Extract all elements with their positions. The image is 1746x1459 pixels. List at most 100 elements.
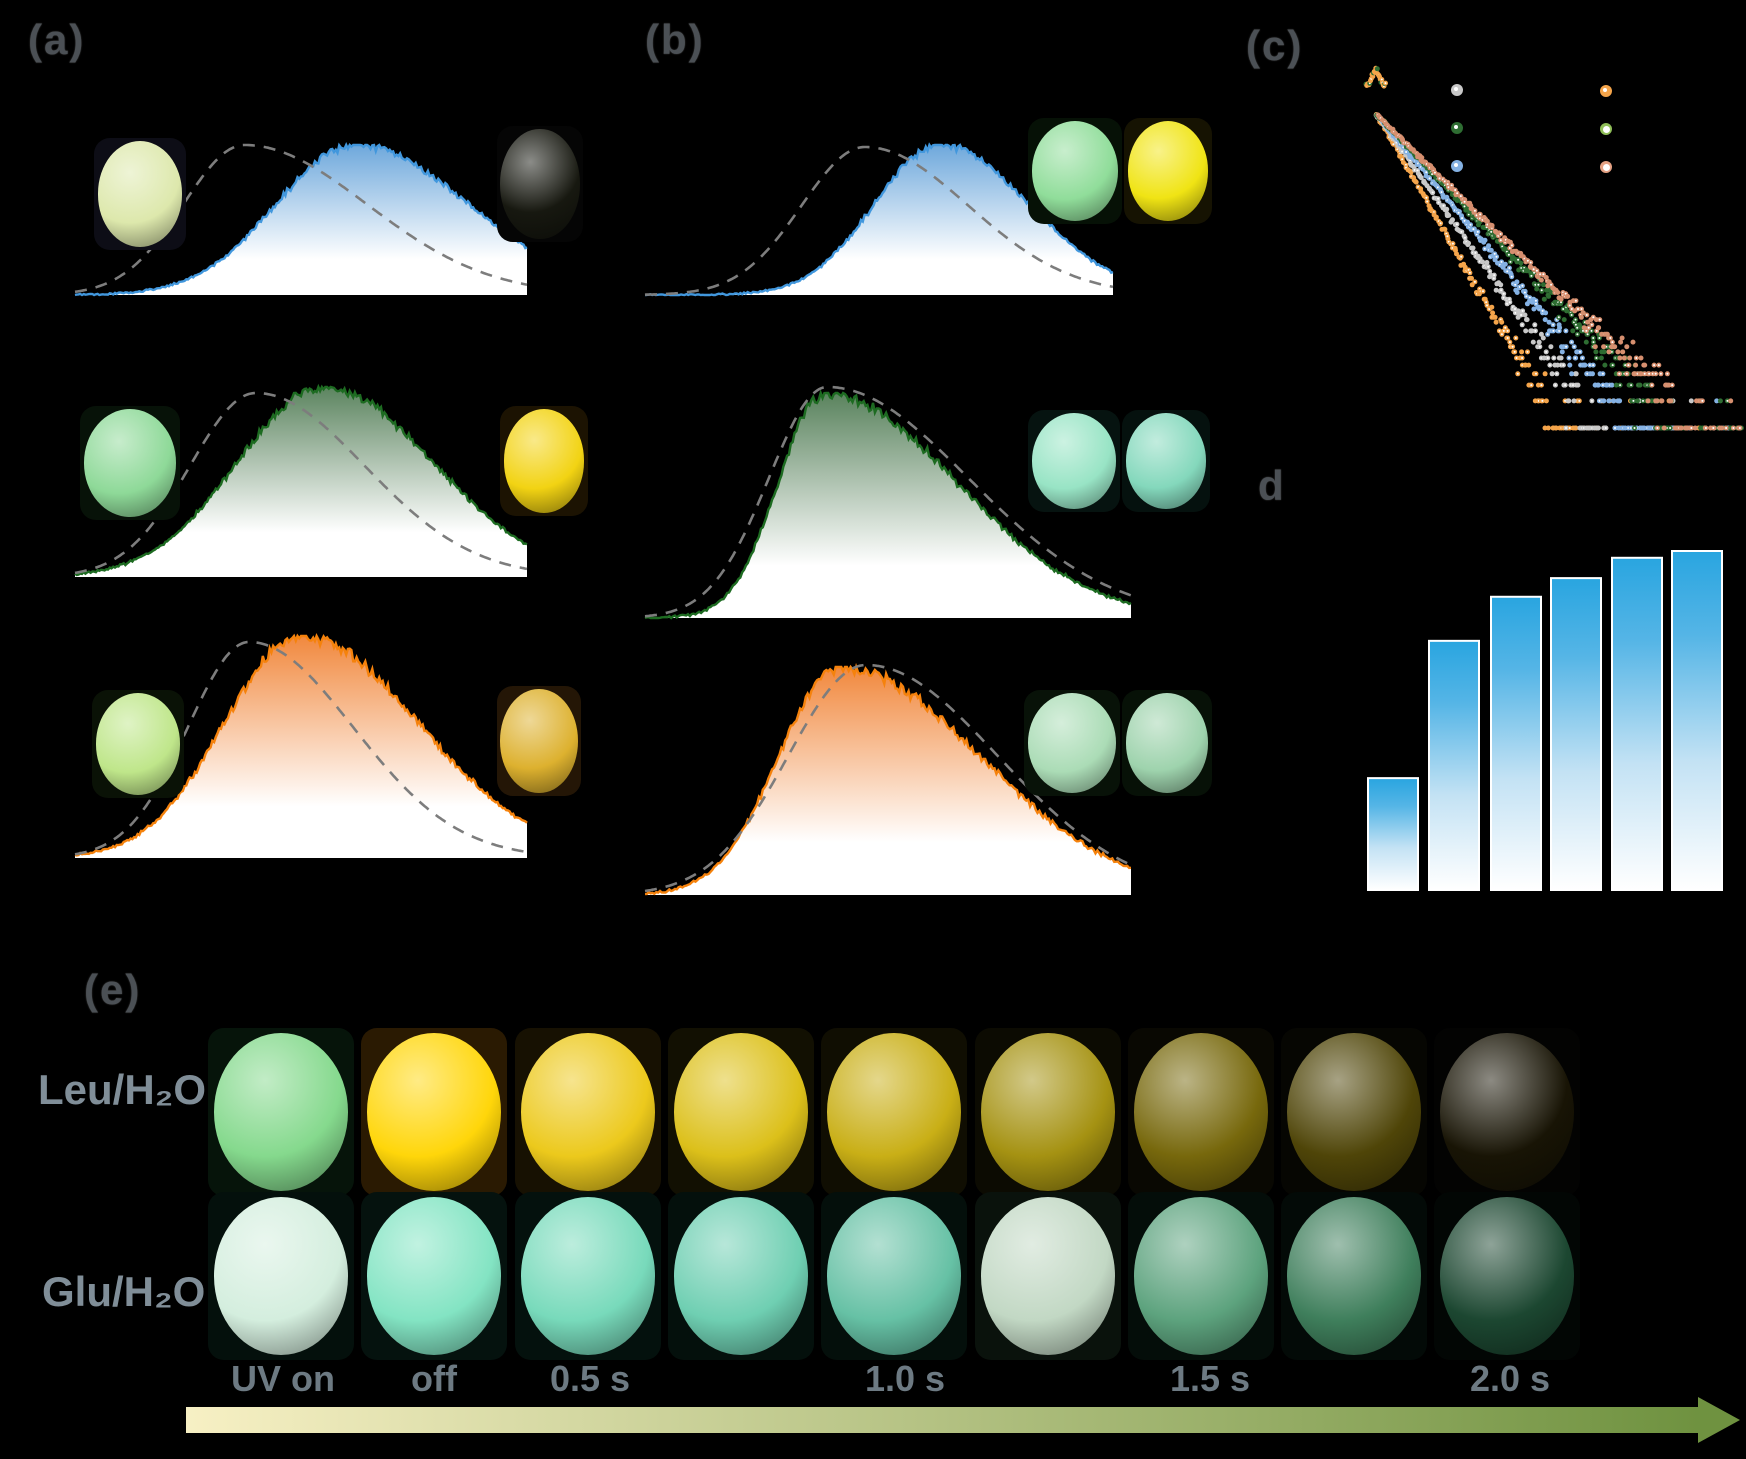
photo-b1-yellow-ball: [1127, 121, 1209, 221]
photo-e-row2-8: [1281, 1192, 1427, 1360]
photo-b3-1: [1024, 690, 1120, 796]
photo-e-row1-1: [208, 1028, 354, 1196]
panel-label-a: (a): [28, 16, 86, 63]
spectrum-fill-a3: [75, 636, 527, 858]
panel-label-c: (c): [1246, 22, 1304, 69]
spectrum-dashed-b1: [644, 145, 1114, 296]
time-arrow-body: [186, 1407, 1698, 1433]
photo-a2-right: [500, 406, 588, 516]
spectrum-line-a2: [74, 383, 528, 577]
bar-2: [1428, 639, 1480, 892]
photo-e-row2-2-ball: [366, 1197, 502, 1355]
photo-e-row1-8-ball: [1286, 1033, 1422, 1191]
bar-6: [1671, 550, 1723, 891]
spectrum-line-b3: [644, 662, 1132, 896]
spectrum-line-a1: [74, 142, 528, 297]
photo-b2-2: [1122, 410, 1210, 512]
bar-1: [1367, 777, 1419, 892]
spectrum-fill-a1: [75, 145, 527, 295]
time-label-uv-on: UV on: [231, 1358, 335, 1399]
photo-b2-2-ball: [1125, 413, 1207, 509]
spectrum-line-b2: [644, 389, 1132, 620]
photo-b3-2-ball: [1125, 693, 1209, 793]
spectrum-fill-b1: [645, 145, 1113, 295]
bar-3: [1490, 595, 1542, 891]
photo-e-row1-8: [1281, 1028, 1427, 1196]
photo-a3-left: [92, 690, 184, 798]
photo-e-row2-5: [821, 1192, 967, 1360]
photo-a1-left: [94, 138, 186, 250]
photo-e-row2-9: [1434, 1192, 1580, 1360]
photo-a3-right-ball: [500, 689, 578, 793]
spectrum-fill-a2: [75, 387, 527, 577]
row-label-leu-h2o: Leu/H₂O: [38, 1066, 206, 1113]
panel-label-e: (e): [84, 966, 142, 1013]
time-label-off: off: [411, 1358, 457, 1399]
photo-e-row1-4: [668, 1028, 814, 1196]
photo-e-row1-5: [821, 1028, 967, 1196]
photo-e-row1-9: [1434, 1028, 1580, 1196]
spectrum-line-a3: [74, 632, 528, 857]
photo-e-row2-4-ball: [673, 1197, 809, 1355]
photo-b3-2: [1122, 690, 1212, 796]
legend-marker-0: [1451, 84, 1463, 96]
time-label-2.0-s: 2.0 s: [1469, 1358, 1551, 1399]
photo-e-row2-1: [208, 1192, 354, 1360]
photo-a3-left-ball: [95, 693, 181, 795]
photo-e-row1-4-ball: [673, 1033, 809, 1191]
spectrum-dashed-a2: [74, 391, 528, 575]
photo-e-row1-3-ball: [520, 1033, 656, 1191]
time-arrow-head-icon: [1698, 1397, 1740, 1443]
photo-e-row1-2: [361, 1028, 507, 1196]
legend-marker-5: [1600, 161, 1612, 173]
photo-a1-left-ball: [97, 141, 183, 247]
row-label-glu-h2o: Glu/H₂O: [42, 1268, 206, 1315]
spectrum-dashed-a3: [74, 640, 528, 856]
legend-marker-3: [1600, 85, 1612, 97]
photo-e-row2-7-ball: [1133, 1197, 1269, 1355]
photo-e-row1-9-ball: [1439, 1033, 1575, 1191]
decay-points: [1363, 65, 1744, 431]
legend-marker-4: [1600, 123, 1612, 135]
photo-e-row2-2: [361, 1192, 507, 1360]
photo-e-row2-7: [1128, 1192, 1274, 1360]
panel-label-b: (b): [645, 16, 705, 63]
legend-marker-1: [1451, 122, 1463, 134]
photo-e-row1-7: [1128, 1028, 1274, 1196]
photo-e-row2-5-ball: [826, 1197, 962, 1355]
photo-a1-right: [497, 126, 583, 242]
time-label-1.0-s: 1.0 s: [864, 1358, 946, 1399]
photo-b2-1: [1028, 410, 1120, 512]
photo-b2-1-ball: [1031, 413, 1117, 509]
photo-a1-right-ball: [500, 129, 580, 239]
time-label-0.5-s: 0.5 s: [549, 1358, 631, 1399]
photo-e-row2-6: [975, 1192, 1121, 1360]
photo-a2-left-ball: [84, 409, 176, 517]
photo-b1-green-ball: [1031, 121, 1119, 221]
spectrum-dashed-b2: [644, 385, 1132, 618]
spectrum-fill-b3: [645, 667, 1131, 895]
photo-e-row1-6: [975, 1028, 1121, 1196]
spectrum-dashed-b3: [644, 663, 1132, 893]
photo-b1-yellow: [1124, 118, 1212, 224]
photo-e-row1-3: [515, 1028, 661, 1196]
photo-e-row2-3-ball: [520, 1197, 656, 1355]
photo-e-row1-1-ball: [213, 1033, 349, 1191]
photo-e-row1-6-ball: [980, 1033, 1116, 1191]
photo-a2-right-ball: [503, 409, 585, 513]
photo-a2-left: [80, 406, 180, 520]
time-label-1.5-s: 1.5 s: [1169, 1358, 1251, 1399]
photo-e-row2-8-ball: [1286, 1197, 1422, 1355]
bar-5: [1611, 556, 1663, 892]
photo-e-row2-9-ball: [1439, 1197, 1575, 1355]
photo-b1-green: [1028, 118, 1122, 224]
bar-4: [1550, 577, 1602, 891]
panel-label-d: d: [1258, 462, 1286, 509]
photo-b3-1-ball: [1027, 693, 1117, 793]
photo-e-row2-1-ball: [213, 1197, 349, 1355]
legend-marker-2: [1451, 160, 1463, 172]
spectrum-fill-b2: [645, 393, 1131, 618]
photo-e-row1-5-ball: [826, 1033, 962, 1191]
